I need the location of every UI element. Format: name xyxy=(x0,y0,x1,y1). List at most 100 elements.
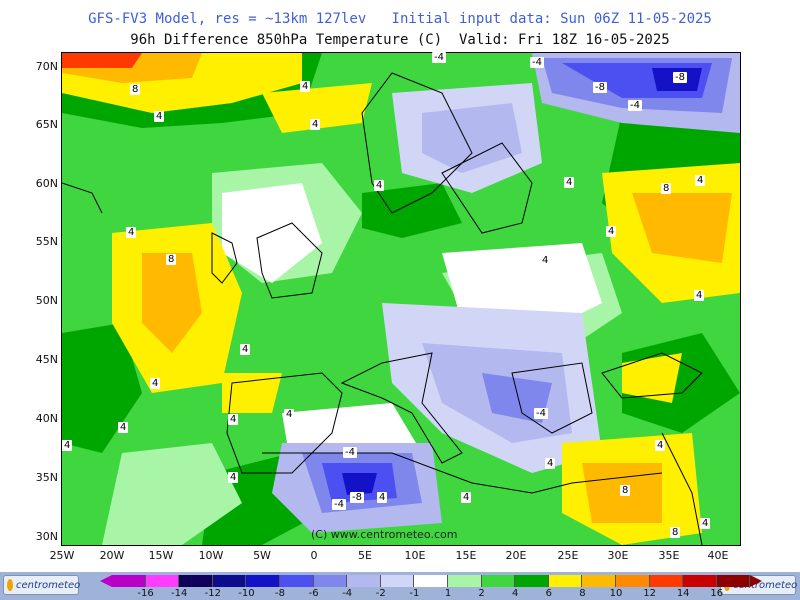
color-scale-swatch xyxy=(112,575,146,587)
contour-label: 4 xyxy=(118,422,129,433)
lat-label: 40N xyxy=(35,412,58,425)
color-scale-tick-label: 16 xyxy=(710,588,724,599)
contour-label: 4 xyxy=(300,81,311,92)
color-scale-swatch xyxy=(313,575,348,587)
lat-label: 35N xyxy=(35,471,58,484)
contour-label: 4 xyxy=(377,492,388,503)
contour-label: 4 xyxy=(154,111,165,122)
contour-label: 4 xyxy=(310,119,321,130)
lat-label: 50N xyxy=(35,294,58,307)
contour-label: 4 xyxy=(240,344,251,355)
color-scale-tick-label: 8 xyxy=(579,588,586,599)
contour-label: 4 xyxy=(461,492,472,503)
color-scale-swatch xyxy=(212,575,247,587)
contour-label: -8 xyxy=(673,72,687,83)
lon-label: 25W xyxy=(49,549,75,562)
contour-label: 4 xyxy=(655,440,666,451)
color-scale-tick-label: 6 xyxy=(545,588,552,599)
contour-label: -4 xyxy=(530,57,544,68)
lon-label: 20W xyxy=(99,549,125,562)
color-scale-tick-label: -2 xyxy=(375,588,386,599)
color-scale-tick-label: 4 xyxy=(512,588,519,599)
color-scale-swatch xyxy=(380,575,415,587)
color-scale-tick-label: 2 xyxy=(478,588,485,599)
color-scale-swatch xyxy=(683,575,717,587)
contour-label: 4 xyxy=(540,255,551,266)
lon-label: 0 xyxy=(310,549,318,562)
lon-label: 20E xyxy=(505,549,527,562)
color-scale-swatch xyxy=(515,575,549,587)
color-scale-swatch xyxy=(548,575,583,587)
color-scale-swatch xyxy=(179,575,213,587)
contour-label: 4 xyxy=(228,472,239,483)
logo-left[interactable]: centrometeo xyxy=(3,575,81,595)
contour-label: -4 xyxy=(628,100,642,111)
color-scale-tick-label: 10 xyxy=(609,588,623,599)
contour-label: -4 xyxy=(343,447,357,458)
contour-label: 8 xyxy=(620,485,631,496)
color-scale-tick-label: -1 xyxy=(409,588,420,599)
lon-label: 10W xyxy=(198,549,224,562)
contour-label: 4 xyxy=(545,458,556,469)
lon-label: 15W xyxy=(148,549,174,562)
lon-label: 5W xyxy=(253,549,271,562)
contour-label: 8 xyxy=(670,527,681,538)
color-scale-swatch xyxy=(347,575,381,587)
contour-label: 8 xyxy=(166,254,177,265)
color-scale-tick-label: -6 xyxy=(308,588,319,599)
contour-label: 4 xyxy=(228,414,239,425)
contour-label: 8 xyxy=(130,84,141,95)
color-scale-tick-label: -16 xyxy=(137,588,154,599)
contour-label: 4 xyxy=(694,290,705,301)
color-scale-tick-label: -4 xyxy=(342,588,353,599)
contour-label: -4 xyxy=(432,52,446,63)
color-scale-swatch xyxy=(447,575,482,587)
copyright-notice: (C) www.centrometeo.com xyxy=(311,528,458,541)
model-title: GFS-FV3 Model, res = ~13km 127lev Initia… xyxy=(88,11,712,27)
lon-label: 30E xyxy=(607,549,629,562)
color-scale-swatch xyxy=(615,575,650,587)
color-scale-tick-label: 1 xyxy=(444,588,452,599)
lat-label: 70N xyxy=(35,60,58,73)
contour-label: 4 xyxy=(150,378,161,389)
logo-text: centrometeo xyxy=(733,579,798,591)
color-scale-arrow-right xyxy=(750,575,763,587)
contour-label: 4 xyxy=(62,440,73,451)
contour-label: 4 xyxy=(374,180,385,191)
lat-label: 60N xyxy=(35,177,58,190)
contour-label: -4 xyxy=(332,499,346,510)
color-scale-swatch xyxy=(481,575,516,587)
lon-label: 10E xyxy=(404,549,426,562)
color-scale-arrow-left xyxy=(100,575,112,587)
contour-label: -8 xyxy=(350,492,364,503)
lat-label: 65N xyxy=(35,118,58,131)
logo-text: centrometeo xyxy=(16,579,81,591)
lon-label: 40E xyxy=(707,549,729,562)
color-scale-swatch xyxy=(582,575,616,587)
color-scale-tick-label: -10 xyxy=(238,588,255,599)
lon-label: 35E xyxy=(658,549,680,562)
contour-label: 8 xyxy=(661,183,672,194)
lat-label: 45N xyxy=(35,353,58,366)
color-scale-tick-label: 14 xyxy=(676,588,690,599)
color-scale-swatch xyxy=(145,575,180,587)
color-scale-tick-label: 12 xyxy=(643,588,656,599)
lon-label: 25E xyxy=(557,549,579,562)
lat-label: 30N xyxy=(35,530,58,543)
contour-label: -4 xyxy=(534,408,548,419)
contour-label: 4 xyxy=(606,226,617,237)
contour-label: 4 xyxy=(700,518,711,529)
color-scale-swatch xyxy=(246,575,280,587)
color-scale-swatch xyxy=(716,575,751,587)
field-title: 96h Difference 850hPa Temperature (C) Va… xyxy=(130,32,670,48)
color-scale-tick-label: -12 xyxy=(204,588,221,599)
contour-label: 4 xyxy=(695,175,706,186)
globe-icon xyxy=(7,579,13,591)
lon-label: 5E xyxy=(358,549,372,562)
contour-label: 4 xyxy=(564,177,575,188)
contour-label: 4 xyxy=(126,227,137,238)
lat-label: 55N xyxy=(35,235,58,248)
color-scale-swatch xyxy=(279,575,314,587)
temperature-map xyxy=(62,53,740,545)
color-scale-tick-label: -8 xyxy=(275,588,285,599)
